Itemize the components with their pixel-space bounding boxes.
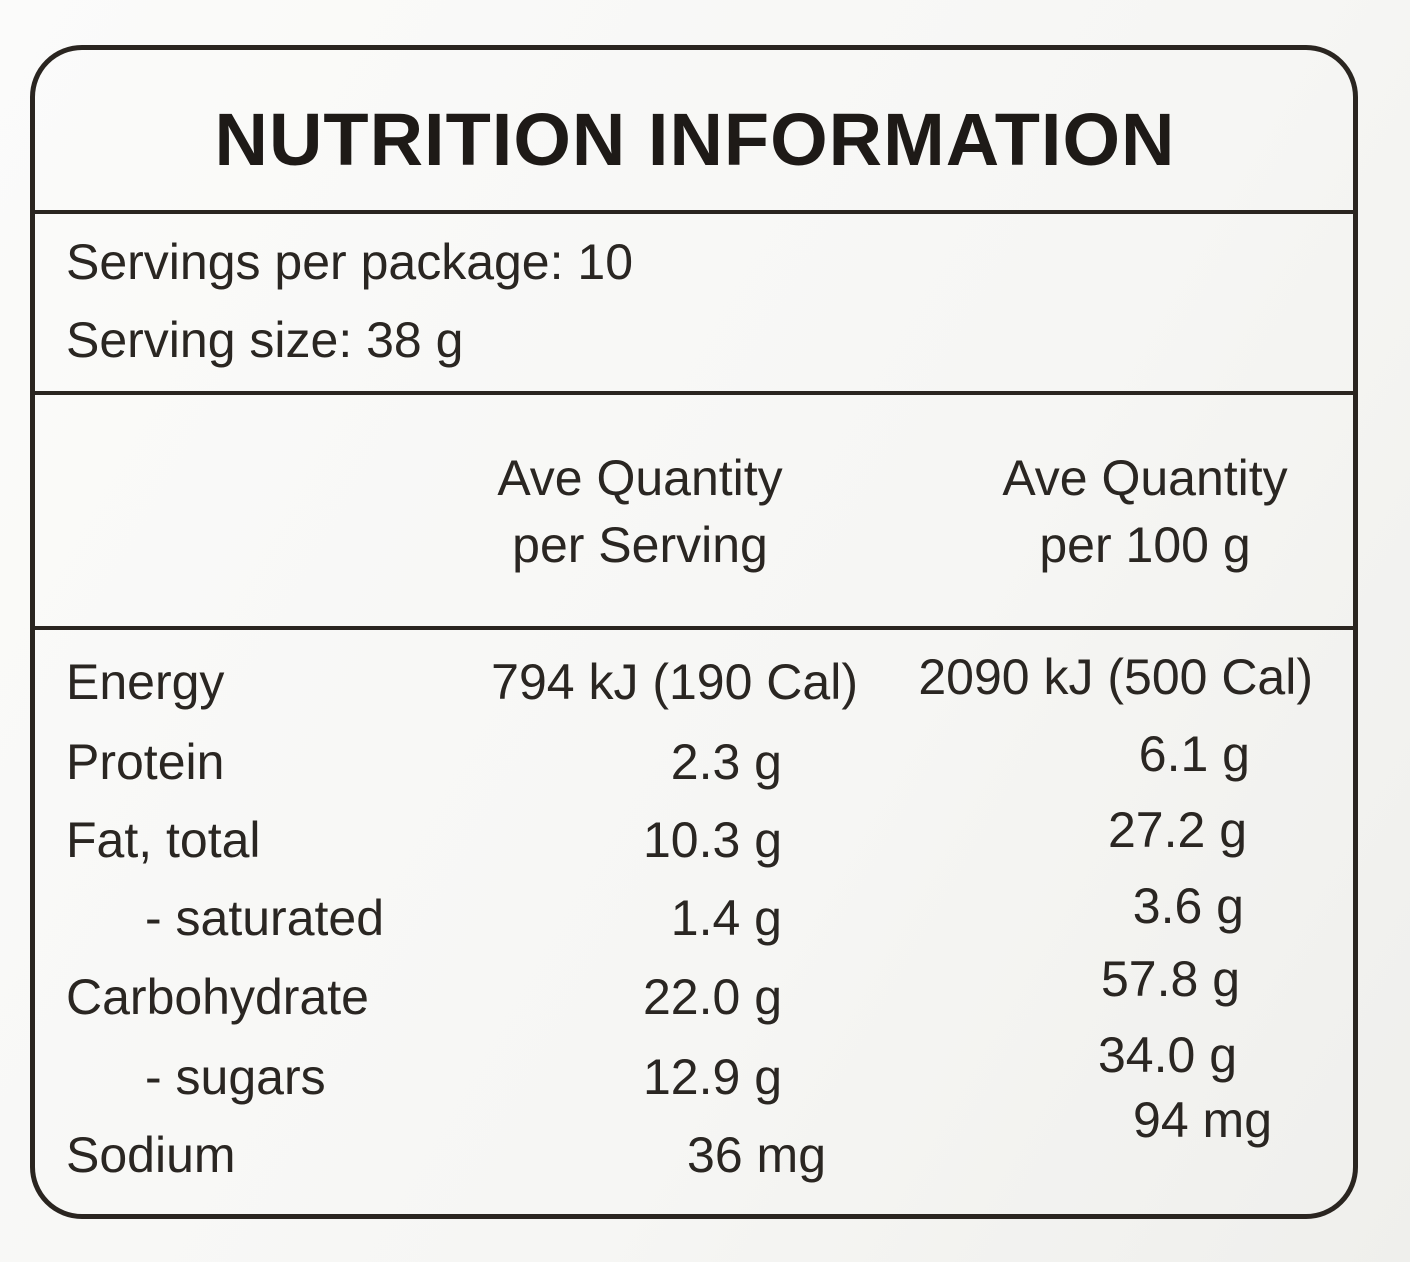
per-100g-value: 6.1 g <box>1138 726 1250 782</box>
serving-size: Serving size: 38 g <box>66 312 464 368</box>
per-serving-value: 2.3 g <box>670 734 782 790</box>
per-100g-value: 94 mg <box>1133 1092 1272 1148</box>
nutrient-name: Protein <box>66 734 225 790</box>
column-header: Ave Quantity <box>1002 450 1288 506</box>
per-serving-value: 10.3 g <box>642 812 782 868</box>
per-serving-value: 12.9 g <box>642 1049 782 1105</box>
nutrient-name: - saturated <box>145 890 385 946</box>
label-border <box>30 45 1358 1219</box>
per-serving-value: 1.4 g <box>670 890 782 946</box>
nutrient-name: Sodium <box>66 1127 236 1183</box>
nutrient-name: Energy <box>66 654 225 710</box>
per-100g-value: 57.8 g <box>1100 951 1240 1007</box>
nutrient-name: - sugars <box>145 1049 326 1105</box>
divider <box>33 210 1357 214</box>
nutrient-name: Fat, total <box>66 812 261 868</box>
column-header: Ave Quantity <box>497 450 783 506</box>
servings-per-package: Servings per package: 10 <box>66 234 634 290</box>
column-header: per 100 g <box>1039 517 1251 573</box>
per-100g-value: 27.2 g <box>1107 802 1247 858</box>
per-serving-value: 22.0 g <box>642 969 782 1025</box>
title: NUTRITION INFORMATION <box>214 98 1176 181</box>
nutrient-name: Carbohydrate <box>66 969 369 1025</box>
column-header: per Serving <box>512 517 768 573</box>
per-100g-value: 2090 kJ (500 Cal) <box>918 649 1313 705</box>
per-100g-value: 3.6 g <box>1132 878 1244 934</box>
per-serving-value: 794 kJ (190 Cal) <box>491 654 858 710</box>
divider <box>33 626 1357 630</box>
per-100g-value: 34.0 g <box>1097 1027 1237 1083</box>
per-serving-value: 36 mg <box>687 1127 826 1183</box>
divider <box>33 391 1357 395</box>
